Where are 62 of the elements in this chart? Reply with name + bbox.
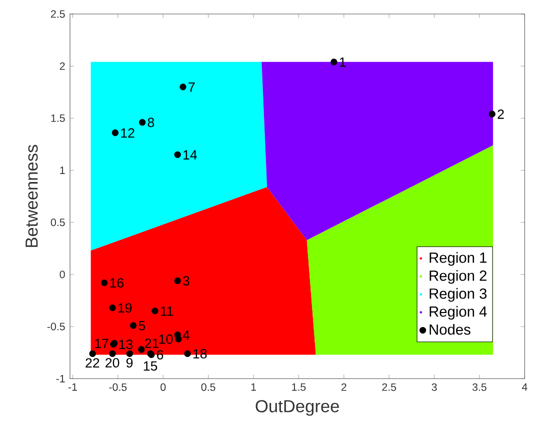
x-tick-label: 3 [432, 383, 437, 391]
point [138, 346, 145, 353]
point [112, 129, 119, 136]
legend-label: Region 4 [430, 306, 487, 320]
annotation: 3 [183, 276, 190, 286]
x-tick-label: -1 [68, 383, 77, 391]
annotation: 13 [119, 340, 133, 350]
annotation: 17 [95, 338, 108, 348]
y-tick-label: -1 [56, 374, 65, 382]
point [126, 350, 133, 357]
x-tick-label: 1.5 [292, 383, 306, 391]
y-tick-label: 2 [60, 62, 65, 70]
point [89, 350, 96, 357]
y-tick-label: 1 [60, 166, 65, 174]
x-tick-label: 0.5 [201, 383, 216, 391]
y-tick-label: -0.5 [47, 322, 65, 330]
point [101, 279, 108, 286]
legend-label: Region 2 [430, 270, 486, 284]
annotation: 5 [138, 321, 146, 330]
legend-label: Nodes [430, 324, 470, 335]
x-tick-label: 2.5 [382, 383, 396, 391]
y-tick-label: 0 [60, 270, 65, 278]
annotation: 21 [145, 338, 159, 348]
x-tick-label: 4 [522, 383, 528, 391]
annotation: 8 [148, 118, 154, 128]
point [109, 304, 116, 312]
legend-label: Region 3 [430, 288, 487, 302]
annotation: 10 [159, 334, 173, 344]
point [488, 110, 496, 118]
point [175, 336, 182, 342]
annotation: 20 [106, 358, 120, 368]
point [109, 350, 116, 357]
point [184, 350, 191, 357]
x-tick-label: 3.5 [472, 383, 486, 391]
annotation: 2 [498, 110, 504, 119]
annotation: 15 [144, 361, 158, 371]
annotation: 14 [184, 150, 197, 160]
annotation: 22 [86, 358, 100, 368]
annotation: 19 [118, 303, 132, 313]
x-axis-title: OutDegree [256, 400, 339, 416]
legend-label: Region 1 [430, 252, 486, 266]
x-tick-label: -0.5 [109, 383, 127, 391]
y-tick-label: 0.5 [50, 218, 65, 226]
y-tick-label: 1.5 [51, 114, 65, 122]
annotation: 11 [160, 306, 174, 316]
annotation: 16 [110, 278, 124, 288]
point [330, 58, 338, 66]
annotation: 4 [182, 330, 190, 340]
y-axis-title: Betweenness [26, 144, 38, 247]
x-tick-label: 0 [160, 383, 166, 391]
annotation: 12 [121, 128, 134, 138]
point [174, 277, 181, 284]
point [174, 151, 181, 158]
annotation: 7 [188, 82, 195, 92]
x-tick-label: 1 [251, 383, 256, 391]
annotation: 9 [126, 358, 133, 368]
y-tick-label: 2.5 [51, 10, 65, 18]
point [180, 84, 186, 90]
point [130, 322, 137, 329]
point [152, 308, 158, 314]
point [138, 119, 146, 126]
x-tick-label: 2 [341, 383, 346, 391]
